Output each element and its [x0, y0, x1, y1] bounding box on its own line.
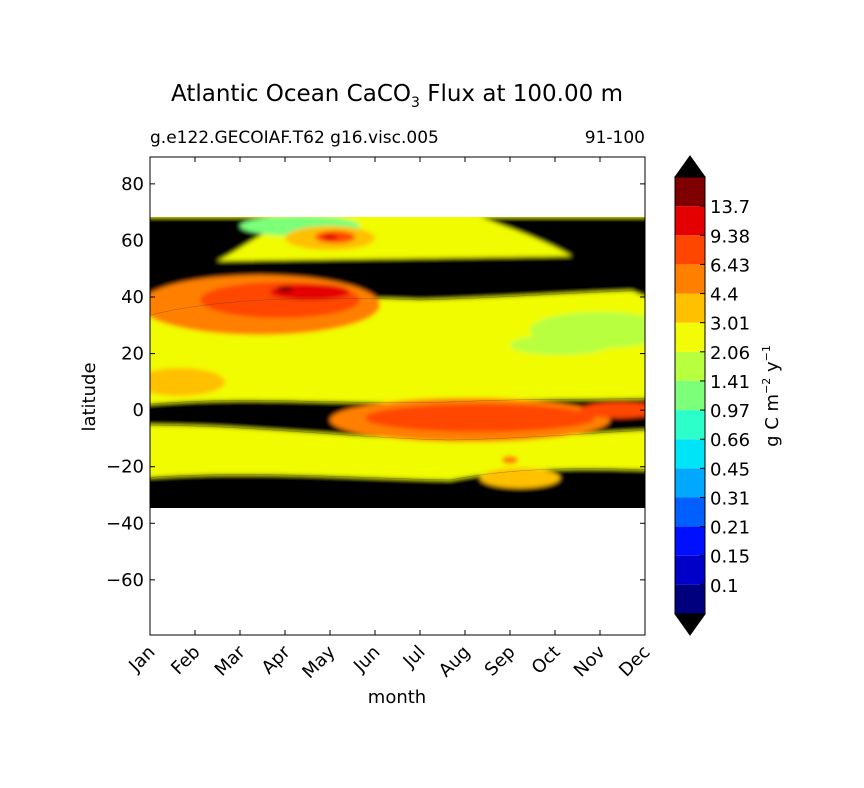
x-tick-label: Jan — [124, 642, 159, 677]
contour-field — [150, 217, 645, 508]
bloom-peak — [277, 286, 293, 292]
colorbar-frame — [674, 176, 706, 615]
colorbar-swatch — [675, 380, 705, 411]
y-axis: 80 60 40 20 0 −20 −40 −60 — [106, 174, 645, 591]
colorbar-tick-label: 0.1 — [710, 576, 739, 597]
contour-region — [605, 217, 645, 244]
contour-line — [150, 290, 645, 316]
colorbar-swatch — [675, 206, 705, 236]
title-tail: Flux at 100.00 m — [420, 81, 623, 107]
chart-title: Atlantic Ocean CaCO3 Flux at 100.00 m — [171, 81, 623, 111]
y-tick-label: 40 — [121, 287, 144, 308]
contour-region — [150, 217, 210, 241]
colorbar-label-unit: g C m — [762, 394, 783, 447]
colorbar-tick-label: 2.06 — [710, 343, 750, 364]
colorbar-swatch — [675, 497, 705, 527]
colorbar-over-triangle — [674, 155, 706, 178]
plot-frame — [149, 156, 646, 636]
y-tick-label: 0 — [133, 400, 144, 421]
contour-line — [150, 424, 645, 441]
colorbar-swatch — [675, 439, 705, 469]
equatorial-red — [365, 404, 595, 432]
colorbar-swatch — [675, 410, 705, 440]
contour-line — [150, 468, 645, 481]
contour-region — [510, 335, 610, 355]
colorbar-tick-label: 13.7 — [710, 197, 750, 218]
colorbar-swatch — [675, 555, 705, 585]
chart-subtitle-left: g.e122.GECOIAF.T62 g16.visc.005 — [150, 128, 439, 148]
x-tick-label: Sep — [481, 642, 520, 681]
colorbar-tick-label: 0.15 — [710, 547, 750, 568]
y-tick-label: 60 — [121, 230, 144, 251]
title-subscript: 3 — [411, 95, 420, 111]
x-axis-label: month — [368, 687, 426, 708]
colorbar-tick-label: 1.41 — [710, 372, 750, 393]
colorbar-swatch — [675, 264, 705, 294]
x-tick-label: May — [298, 641, 339, 682]
y-tick-label: −20 — [106, 457, 144, 478]
colorbar-tick-label: 0.21 — [710, 518, 750, 539]
colorbar-tick-label: 6.43 — [710, 255, 750, 276]
colorbar-swatch — [675, 322, 705, 352]
x-tick-label: Jul — [399, 642, 430, 673]
chart-subtitle-right: 91-100 — [585, 128, 645, 148]
colorbar-swatch — [675, 526, 705, 556]
colorbar-under-triangle — [674, 613, 706, 636]
colorbar-label-sup1: −2 — [760, 378, 773, 394]
colorbar-label-mid: y — [762, 361, 783, 378]
colorbar-tick-label: 3.01 — [710, 314, 750, 335]
x-tick-label: Apr — [258, 641, 295, 678]
colorbar: 0.1 0.15 0.21 0.31 0.45 0.66 0.97 1.41 2.06 3.01 4… — [674, 155, 750, 636]
colorbar-swatch — [675, 235, 705, 265]
x-tick-label: Mar — [211, 641, 250, 680]
colorbar-tick-label: 4.4 — [710, 285, 739, 306]
x-tick-label: Aug — [435, 642, 475, 682]
colorbar-swatch — [675, 177, 705, 207]
x-tick-label: Jun — [349, 642, 384, 677]
y-tick-label: −60 — [106, 570, 144, 591]
contour-region — [502, 456, 518, 464]
contour-region — [580, 402, 645, 418]
contour-region — [480, 468, 560, 488]
title-main: Atlantic Ocean CaCO — [171, 81, 411, 107]
colorbar-label: g C m−2 y−1 — [760, 345, 783, 447]
band-north-orange — [150, 255, 645, 316]
x-tick-label: Dec — [615, 642, 654, 681]
y-tick-label: 20 — [121, 344, 144, 365]
colorbar-swatch — [675, 468, 705, 498]
contour-region — [150, 482, 330, 508]
x-tick-label: Feb — [167, 642, 204, 679]
colorbar-tick-label: 0.31 — [710, 488, 750, 509]
patch-orange-west — [150, 368, 225, 396]
contour-region — [322, 234, 338, 240]
y-tick-label: −40 — [106, 513, 144, 534]
y-tick-label: 80 — [121, 174, 144, 195]
x-tick-label: Oct — [528, 642, 565, 679]
colorbar-tick-label: 0.66 — [710, 430, 750, 451]
colorbar-swatch — [675, 584, 705, 614]
colorbar-tick-label: 0.45 — [710, 459, 750, 480]
x-tick-label: Nov — [570, 641, 610, 681]
colorbar-swatch — [675, 351, 705, 381]
contour-line — [150, 398, 645, 405]
colorbar-swatch — [675, 293, 705, 323]
y-axis-label: latitude — [79, 362, 100, 431]
colorbar-tick-label: 9.38 — [710, 226, 750, 247]
colorbar-tick-label: 0.97 — [710, 401, 750, 422]
colorbar-label-sup2: −1 — [760, 345, 773, 361]
